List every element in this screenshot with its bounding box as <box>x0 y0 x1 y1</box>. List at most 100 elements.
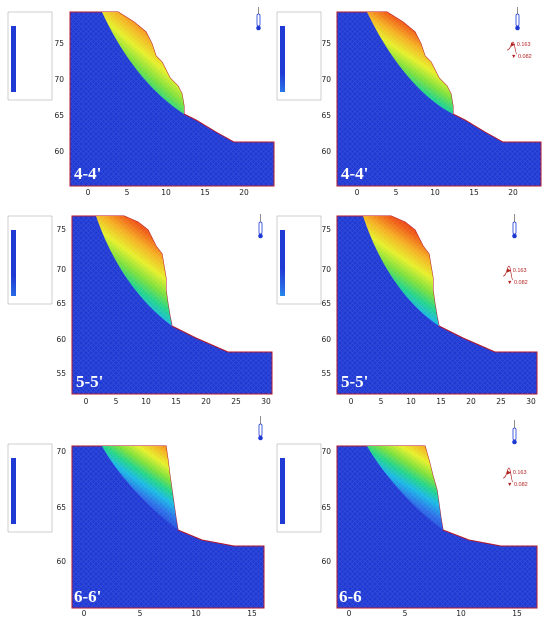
x-axis: 0 5 10 15 20 25 30 <box>349 397 536 406</box>
x-tick: 15 <box>171 397 181 406</box>
x-tick: 20 <box>508 188 518 197</box>
y-tick: 55 <box>321 369 331 378</box>
panel-figure: 75 70 65 60 55 0 5 10 15 20 25 30 5-5' <box>7 214 273 406</box>
value-markers: ▶ 0.163 ▼ 0.082 <box>502 467 528 488</box>
panel-figure: 75 70 65 60 0 5 10 15 20 4-4' <box>7 7 275 197</box>
x-tick: 10 <box>456 609 466 618</box>
panel-6-right: ▶ 0.163 ▼ 0.082 70 65 60 0 5 10 15 6-6 <box>275 414 545 618</box>
legend <box>276 443 322 533</box>
marker-low: ▼ 0.082 <box>507 280 528 286</box>
x-axis: 0 5 10 15 <box>347 609 522 618</box>
legend <box>7 11 53 101</box>
section-label: 4-4' <box>341 164 368 183</box>
x-tick: 5 <box>379 397 384 406</box>
x-tick: 10 <box>406 397 416 406</box>
y-tick: 60 <box>321 147 331 156</box>
section-label: 4-4' <box>74 164 101 183</box>
marker-high: ▶ 0.163 <box>507 470 527 476</box>
x-axis: 0 5 10 15 20 <box>355 188 518 197</box>
y-tick: 65 <box>321 111 331 120</box>
value-markers: ▶ 0.163 ▼ 0.082 <box>506 41 532 60</box>
panel-figure: 70 65 60 0 5 10 15 6-6' <box>7 416 265 618</box>
x-tick: 15 <box>436 397 446 406</box>
x-tick: 0 <box>347 609 352 618</box>
section-label: 6-6' <box>74 587 101 606</box>
y-axis: 70 65 60 <box>321 447 331 566</box>
y-axis: 75 70 65 60 <box>321 39 331 156</box>
y-tick: 75 <box>54 39 64 48</box>
thermometer-icon <box>258 416 263 441</box>
y-tick: 70 <box>321 75 331 84</box>
y-tick: 60 <box>56 557 66 566</box>
y-axis: 75 70 65 60 55 <box>56 225 66 378</box>
x-axis: 0 5 10 15 <box>82 609 257 618</box>
panel-figure: ▶ 0.163 ▼ 0.082 75 70 65 60 55 0 5 10 15… <box>276 214 538 406</box>
y-tick: 65 <box>321 299 331 308</box>
section-label: 6-6 <box>339 587 362 606</box>
x-tick: 15 <box>200 188 210 197</box>
x-tick: 25 <box>231 397 241 406</box>
x-axis: 0 5 10 15 20 <box>86 188 249 197</box>
thermometer-icon <box>515 7 520 31</box>
legend <box>276 215 322 305</box>
y-tick: 60 <box>321 557 331 566</box>
y-tick: 65 <box>321 503 331 512</box>
y-tick: 70 <box>56 265 66 274</box>
panel-6-left: 70 65 60 0 5 10 15 6-6' <box>6 414 276 618</box>
y-tick: 75 <box>321 225 331 234</box>
x-tick: 0 <box>82 609 87 618</box>
marker-low: ▼ 0.082 <box>511 54 532 60</box>
y-tick: 65 <box>56 503 66 512</box>
x-tick: 30 <box>526 397 536 406</box>
x-tick: 10 <box>430 188 440 197</box>
y-tick: 70 <box>321 265 331 274</box>
legend <box>7 215 53 305</box>
x-tick: 5 <box>114 397 119 406</box>
panel-5-right: ▶ 0.163 ▼ 0.082 75 70 65 60 55 0 5 10 15… <box>275 208 545 408</box>
x-tick: 5 <box>403 609 408 618</box>
thermometer-icon <box>512 214 517 239</box>
x-tick: 5 <box>138 609 143 618</box>
y-axis: 70 65 60 <box>56 447 66 566</box>
panel-5-left: 75 70 65 60 55 0 5 10 15 20 25 30 5-5' <box>6 208 276 408</box>
value-markers: ▶ 0.163 ▼ 0.082 <box>502 265 528 286</box>
marker-low: ▼ 0.082 <box>507 482 528 488</box>
y-tick: 70 <box>321 447 331 456</box>
panel-figure: ▶ 0.163 ▼ 0.082 75 70 65 60 0 5 10 15 20… <box>276 7 542 197</box>
x-tick: 15 <box>512 609 522 618</box>
legend <box>7 443 53 533</box>
y-tick: 65 <box>54 111 64 120</box>
x-tick: 15 <box>247 609 257 618</box>
x-tick: 5 <box>394 188 399 197</box>
y-tick: 75 <box>321 39 331 48</box>
x-tick: 0 <box>86 188 91 197</box>
thermometer-icon <box>256 7 261 31</box>
y-tick: 60 <box>56 335 66 344</box>
x-tick: 15 <box>469 188 479 197</box>
panel-4-right: ▶ 0.163 ▼ 0.082 75 70 65 60 0 5 10 15 20… <box>275 4 545 200</box>
section-label: 5-5' <box>341 372 368 391</box>
thermometer-icon <box>512 420 517 445</box>
y-tick: 60 <box>321 335 331 344</box>
x-tick: 10 <box>141 397 151 406</box>
legend <box>276 11 322 101</box>
y-tick: 65 <box>56 299 66 308</box>
x-axis: 0 5 10 15 20 25 30 <box>84 397 271 406</box>
y-tick: 70 <box>54 75 64 84</box>
x-tick: 30 <box>261 397 271 406</box>
y-axis: 75 70 65 60 <box>54 39 64 156</box>
x-tick: 20 <box>201 397 211 406</box>
x-tick: 5 <box>125 188 130 197</box>
section-label: 5-5' <box>76 372 103 391</box>
x-tick: 10 <box>161 188 171 197</box>
x-tick: 0 <box>355 188 360 197</box>
thermometer-icon <box>258 214 263 239</box>
y-axis: 75 70 65 60 55 <box>321 225 331 378</box>
y-tick: 70 <box>56 447 66 456</box>
x-tick: 0 <box>349 397 354 406</box>
x-tick: 0 <box>84 397 89 406</box>
y-tick: 55 <box>56 369 66 378</box>
marker-high: ▶ 0.163 <box>511 42 531 48</box>
marker-high: ▶ 0.163 <box>507 268 527 274</box>
x-tick: 20 <box>466 397 476 406</box>
